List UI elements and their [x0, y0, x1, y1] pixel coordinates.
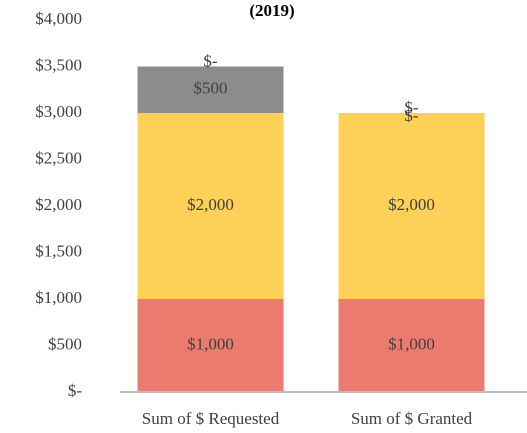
data-label: $2,000 [388, 195, 435, 214]
data-label: $- [404, 106, 419, 125]
bar-segment [338, 113, 485, 299]
y-tick-label: $500 [48, 334, 82, 353]
data-label: $- [203, 51, 218, 70]
data-label: $2,000 [187, 195, 234, 214]
bar-segment [338, 299, 485, 392]
y-tick-label: $1,000 [35, 288, 82, 307]
y-tick-label: $- [68, 381, 83, 400]
x-tick-label: Sum of $ Requested [142, 409, 280, 428]
y-tick-label: $3,000 [35, 102, 82, 121]
bar-segment [137, 66, 284, 113]
chart-title: (2019) [249, 1, 294, 20]
bar-segment [137, 113, 284, 299]
data-label: $500 [194, 79, 228, 98]
data-label: $1,000 [388, 334, 435, 353]
data-label: $1,000 [187, 334, 234, 353]
y-tick-label: $2,500 [35, 148, 82, 167]
bar-segment [137, 299, 284, 392]
y-tick-label: $3,500 [35, 55, 82, 74]
y-tick-label: $1,500 [35, 241, 82, 260]
data-label: $- [404, 98, 419, 117]
y-tick-label: $4,000 [35, 9, 82, 28]
x-tick-label: Sum of $ Granted [351, 409, 473, 428]
y-tick-label: $2,000 [35, 195, 82, 214]
